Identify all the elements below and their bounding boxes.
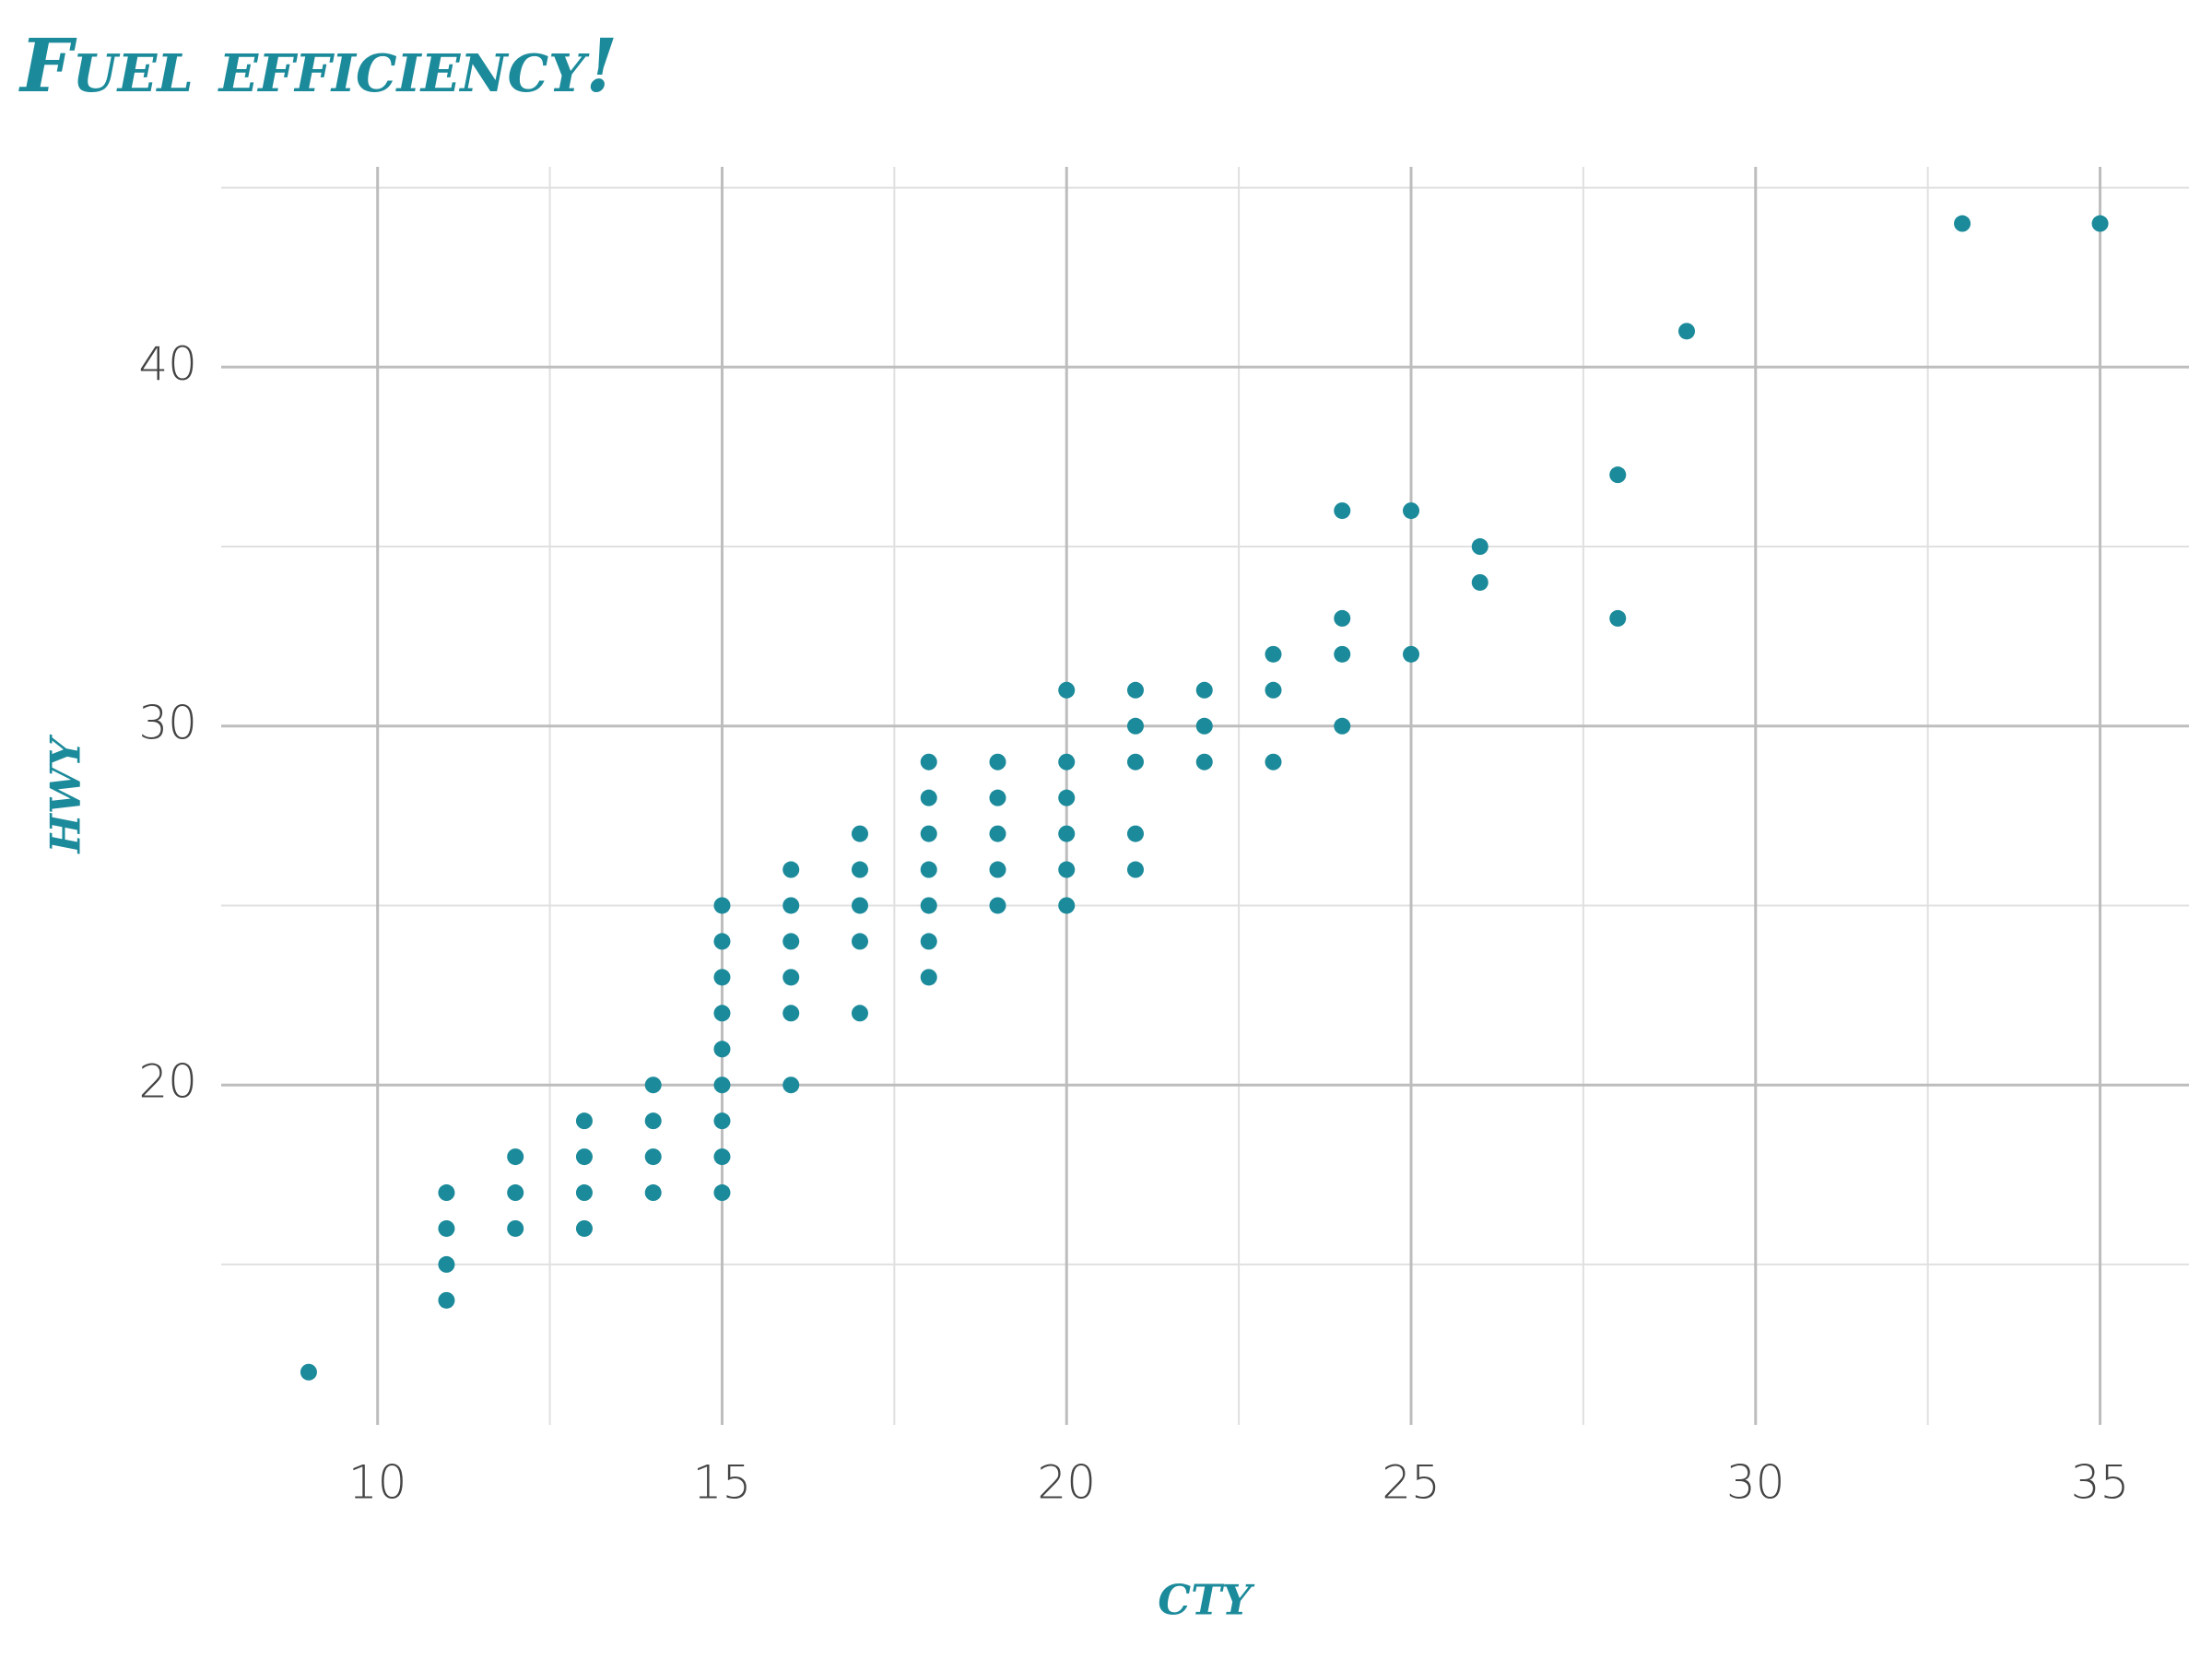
point	[1609, 609, 1627, 627]
x-tick-label: 35	[2071, 1456, 2130, 1510]
y-tick-label: 30	[138, 696, 197, 749]
point	[713, 1041, 731, 1058]
point	[713, 933, 731, 950]
x-axis-title: cty	[1158, 1560, 1254, 1630]
point	[989, 861, 1006, 878]
point	[507, 1219, 524, 1237]
point	[713, 1005, 731, 1022]
point	[713, 897, 731, 914]
point	[438, 1291, 455, 1309]
point	[1265, 681, 1282, 699]
point	[920, 897, 937, 914]
y-tick-label: 20	[138, 1055, 197, 1109]
point	[1195, 681, 1213, 699]
point	[782, 897, 800, 914]
point	[644, 1148, 662, 1166]
point	[920, 933, 937, 950]
point	[1403, 645, 1420, 663]
x-tick-label: 30	[1726, 1456, 1785, 1510]
point	[575, 1112, 593, 1130]
point	[300, 1363, 317, 1381]
point	[713, 1184, 731, 1202]
point	[782, 861, 800, 878]
point	[851, 933, 868, 950]
point	[1195, 717, 1213, 735]
point	[713, 1148, 731, 1166]
point	[2091, 215, 2109, 232]
x-tick-label: 10	[348, 1456, 407, 1510]
point	[920, 789, 937, 806]
point	[1334, 717, 1351, 735]
point	[713, 1112, 731, 1130]
point	[1058, 825, 1076, 842]
point	[1126, 753, 1144, 771]
point	[1334, 502, 1351, 520]
point	[507, 1148, 524, 1166]
y-axis-title: hwy	[26, 735, 95, 855]
point	[782, 1077, 800, 1094]
point	[920, 753, 937, 771]
point	[1334, 645, 1351, 663]
point	[1058, 897, 1076, 914]
chart-title: Fuel efficiency!	[18, 22, 618, 109]
point	[644, 1184, 662, 1202]
point	[1126, 825, 1144, 842]
point	[1954, 215, 1971, 232]
point	[644, 1077, 662, 1094]
point	[1678, 323, 1696, 340]
point	[782, 969, 800, 986]
point	[1126, 681, 1144, 699]
point	[713, 1077, 731, 1094]
point	[1058, 789, 1076, 806]
point	[989, 789, 1006, 806]
point	[851, 897, 868, 914]
point	[782, 933, 800, 950]
x-tick-label: 25	[1382, 1456, 1441, 1510]
point	[1471, 573, 1488, 591]
point	[989, 753, 1006, 771]
point	[438, 1184, 455, 1202]
point	[782, 1005, 800, 1022]
point	[575, 1184, 593, 1202]
point	[1609, 466, 1627, 484]
point	[851, 1005, 868, 1022]
point	[920, 969, 937, 986]
point	[1058, 861, 1076, 878]
point	[438, 1255, 455, 1273]
point	[1334, 609, 1351, 627]
point	[920, 825, 937, 842]
point	[1265, 753, 1282, 771]
point	[713, 969, 731, 986]
x-tick-label: 20	[1037, 1456, 1096, 1510]
point	[438, 1219, 455, 1237]
point	[989, 825, 1006, 842]
point	[507, 1184, 524, 1202]
point	[1471, 538, 1488, 556]
point	[851, 861, 868, 878]
point	[575, 1219, 593, 1237]
x-tick-label: 15	[693, 1456, 752, 1510]
point	[920, 861, 937, 878]
y-tick-label: 40	[138, 337, 197, 391]
point	[1058, 681, 1076, 699]
point	[989, 897, 1006, 914]
point	[1403, 502, 1420, 520]
point	[1126, 717, 1144, 735]
point	[1126, 861, 1144, 878]
point	[644, 1112, 662, 1130]
point	[1265, 645, 1282, 663]
point	[851, 825, 868, 842]
point	[1195, 753, 1213, 771]
point	[1058, 753, 1076, 771]
point	[575, 1148, 593, 1166]
